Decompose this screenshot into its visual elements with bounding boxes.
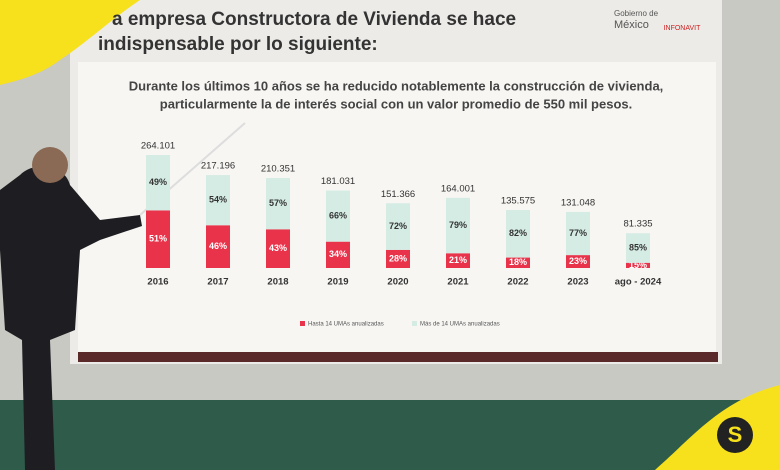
- screen-edge: [78, 352, 718, 362]
- bar-segment: [146, 210, 170, 268]
- presenter-head: [32, 147, 68, 183]
- total-label: 210.351: [261, 164, 295, 175]
- value-label: 79%: [449, 220, 467, 230]
- logo-text: México: [614, 19, 649, 31]
- title: a empresa Constructora de Vivienda se ha…: [112, 9, 516, 30]
- value-label: 46%: [209, 241, 227, 251]
- bar-segment: [146, 155, 170, 211]
- corner-shape: [655, 385, 780, 470]
- value-label: 28%: [389, 253, 407, 263]
- bar-segment: [566, 255, 590, 268]
- total-label: 264.101: [141, 141, 175, 152]
- value-label: 15%: [629, 260, 647, 270]
- value-label: 18%: [509, 257, 527, 267]
- subtitle: Durante los últimos 10 años se ha reduci…: [129, 78, 664, 93]
- logo-badge: [717, 417, 753, 453]
- total-label: 217.196: [201, 161, 235, 172]
- title: indispensable por lo siguiente:: [98, 34, 378, 55]
- bar-segment: [446, 253, 470, 268]
- legend-swatch: [412, 321, 417, 326]
- value-label: 85%: [629, 242, 647, 252]
- bar-segment: [266, 177, 290, 230]
- x-tick-label: 2018: [267, 277, 288, 288]
- x-tick-label: 2016: [147, 277, 168, 288]
- bar-segment: [506, 209, 530, 258]
- subtitle: particularmente la de interés social con…: [160, 96, 633, 111]
- legend-label: Más de 14 UMAs anualizadas: [420, 322, 500, 328]
- total-label: 81.335: [623, 219, 652, 230]
- total-label: 131.048: [561, 197, 595, 208]
- total-label: 181.031: [321, 176, 355, 187]
- bar-segment: [266, 229, 290, 268]
- value-label: 21%: [449, 255, 467, 265]
- value-label: 82%: [509, 228, 527, 238]
- logo-letter: S: [728, 422, 743, 447]
- bar-segment: [326, 241, 350, 268]
- legend-swatch: [300, 321, 305, 326]
- bar-segment: [386, 249, 410, 268]
- bar-segment: [626, 262, 650, 268]
- presenter: [0, 166, 142, 470]
- total-label: 151.366: [381, 189, 415, 200]
- x-tick-label: 2020: [387, 277, 408, 288]
- x-tick-label: 2021: [447, 277, 469, 288]
- value-label: 72%: [389, 221, 407, 231]
- bar-segment: [626, 233, 650, 263]
- bar-segment: [206, 175, 230, 226]
- bar-segment: [206, 225, 230, 268]
- bar-segment: [506, 257, 530, 268]
- value-label: 77%: [569, 228, 587, 238]
- value-label: 57%: [269, 198, 287, 208]
- x-tick-label: 2022: [507, 277, 528, 288]
- bar-segment: [446, 197, 470, 254]
- value-label: 23%: [569, 256, 587, 266]
- value-label: 66%: [329, 210, 347, 220]
- bar-segment: [386, 203, 410, 250]
- x-tick-label: 2023: [567, 277, 588, 288]
- floor: [0, 400, 780, 470]
- bar-segment: [326, 190, 350, 242]
- total-label: 164.001: [441, 183, 475, 194]
- bar-segment: [566, 211, 590, 256]
- corner-shape: [0, 0, 140, 85]
- value-label: 49%: [149, 177, 167, 187]
- legend-label: Hasta 14 UMAs anualizadas: [308, 322, 384, 328]
- value-label: 34%: [329, 249, 347, 259]
- value-label: 51%: [149, 234, 167, 244]
- logo-text: Gobierno de: [614, 9, 659, 18]
- x-tick-label: 2019: [327, 277, 348, 288]
- value-label: 54%: [209, 195, 227, 205]
- x-tick-label: 2017: [207, 277, 228, 288]
- total-label: 135.575: [501, 196, 535, 207]
- value-label: 43%: [269, 243, 287, 253]
- logo-text: INFONAVIT: [664, 25, 702, 32]
- x-tick-label: ago - 2024: [615, 277, 662, 288]
